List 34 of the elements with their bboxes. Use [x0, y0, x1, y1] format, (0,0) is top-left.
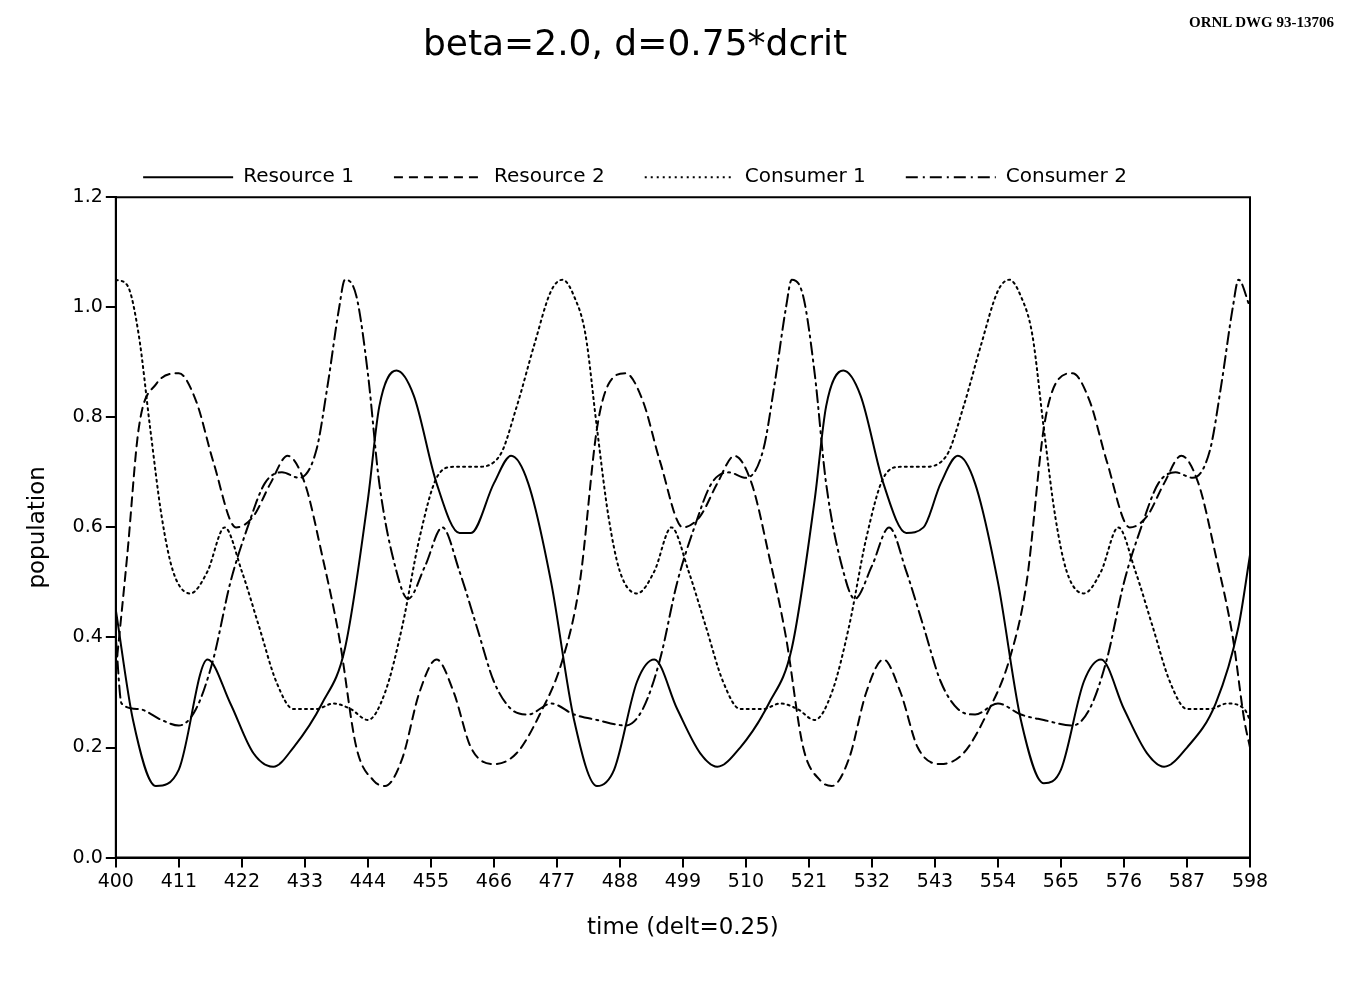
x-tick-label: 499 [664, 868, 702, 891]
y-tick-label: 0.8 [72, 404, 103, 427]
legend-label: Resource 1 [243, 163, 354, 188]
legend-label: Resource 2 [493, 163, 605, 188]
x-tick-label: 433 [286, 868, 323, 891]
x-tick-label: 422 [223, 868, 260, 891]
x-tick-label: 521 [790, 868, 828, 891]
x-tick-label: 400 [97, 868, 134, 891]
x-tick-label: 532 [853, 868, 891, 891]
legend-label: Consumer 2 [1005, 163, 1127, 188]
y-axis-title: population [22, 466, 49, 589]
x-tick-label: 587 [1168, 868, 1206, 891]
x-tick-label: 510 [727, 868, 765, 891]
legend-label: Consumer 1 [744, 163, 866, 188]
x-tick-label: 455 [412, 868, 449, 891]
y-tick-label: 0.4 [72, 624, 103, 647]
x-tick-label: 488 [601, 868, 639, 891]
x-tick-label: 576 [1105, 868, 1143, 891]
x-tick-label: 477 [538, 868, 576, 891]
chart-title: beta=2.0, d=0.75*dcrit [422, 21, 848, 63]
y-tick-label: 1.0 [72, 294, 103, 317]
x-tick-label: 466 [475, 868, 513, 891]
x-tick-label: 444 [349, 868, 386, 891]
y-tick-label: 0.0 [72, 844, 103, 867]
y-tick-label: 0.6 [72, 514, 103, 537]
x-tick-label: 543 [916, 868, 954, 891]
text: ORNL DWG 93-13706 [1188, 14, 1334, 31]
y-tick-label: 0.2 [72, 734, 103, 757]
x-tick-label: 411 [160, 868, 197, 891]
x-axis-title: time (delt=0.25) [586, 913, 779, 940]
x-tick-label: 598 [1231, 868, 1269, 891]
y-tick-label: 1.2 [72, 184, 103, 207]
x-tick-label: 554 [979, 868, 1017, 891]
x-tick-label: 565 [1042, 868, 1080, 891]
